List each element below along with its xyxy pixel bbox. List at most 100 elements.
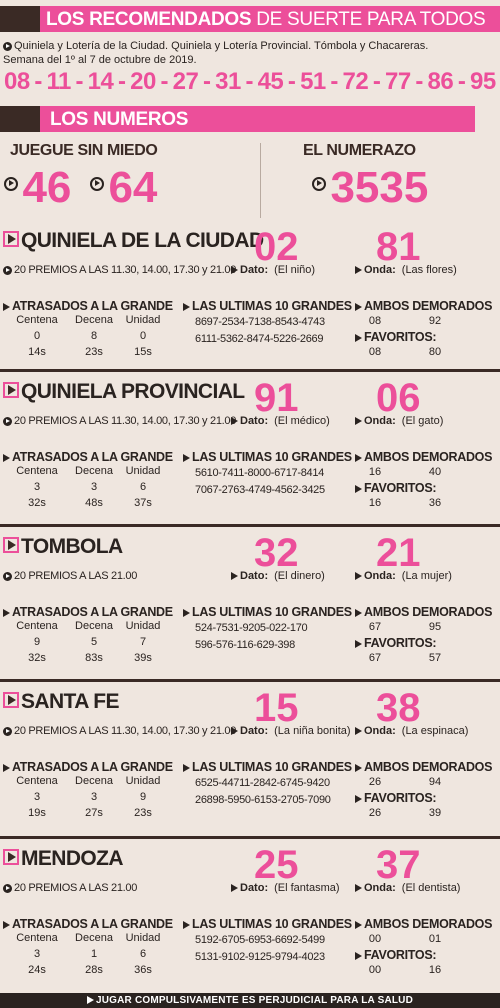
onda-text: (La mujer) — [401, 570, 452, 582]
atrasados-value: 3 — [90, 791, 98, 803]
onda-number: 38 — [376, 686, 421, 730]
triangle-icon — [231, 884, 238, 893]
dato-number: 32 — [254, 531, 299, 575]
onda-label: Onda: — [364, 415, 396, 427]
section-title-text: SANTA FE — [21, 690, 119, 713]
premios-line: 20 PREMIOS A LAS 21.00 — [3, 570, 137, 582]
atrasados-label: ATRASADOS A LA GRANDE — [12, 450, 173, 464]
play-icon — [312, 176, 326, 191]
triangle-icon — [3, 302, 10, 311]
ultimas-label: LAS ULTIMAS 10 GRANDES — [192, 299, 352, 313]
ultimas-heading: LAS ULTIMAS 10 GRANDES — [183, 760, 352, 774]
triangle-icon — [183, 453, 190, 462]
ultimas-label: LAS ULTIMAS 10 GRANDES — [192, 450, 352, 464]
banner-tab — [0, 6, 40, 32]
lucky-number: 08 — [4, 68, 30, 95]
ultimas-row: 8697-2534-7138-8543-4743 — [195, 316, 325, 328]
atrasados-s: 23s — [85, 346, 103, 358]
onda-number: 81 — [376, 225, 421, 269]
lucky-number: 77 — [385, 68, 411, 95]
atrasados-col-decena: Decena — [75, 775, 113, 787]
lucky-separator: - — [160, 68, 168, 95]
ambos-label: AMBOS DEMORADOS — [364, 299, 493, 313]
ultimas-row: 5610-7411-8000-6717-8414 — [195, 467, 324, 479]
ultimas-row: 596-576-116-629-398 — [195, 639, 295, 651]
triangle-icon — [183, 608, 190, 617]
atrasados-value: 3 — [33, 948, 41, 960]
onda-text: (La espinaca) — [401, 725, 469, 737]
dato-text: (El dinero) — [274, 570, 325, 582]
footer-warning: JUGAR COMPULSIVAMENTE ES PERJUDICIAL PAR… — [0, 993, 500, 1008]
vertical-divider — [260, 143, 261, 218]
triangle-icon — [231, 266, 238, 275]
favoritos-value: 00 — [368, 964, 382, 976]
ultimas-row: 7067-2763-4749-4562-3425 — [195, 484, 325, 496]
onda-label: Onda: — [364, 725, 396, 737]
favoritos-label: FAVORITOS: — [364, 330, 437, 344]
favoritos-value: 16 — [428, 964, 442, 976]
footer-text: JUGAR COMPULSIVAMENTE ES PERJUDICIAL PAR… — [95, 995, 414, 1006]
play-square-icon — [3, 692, 19, 709]
atrasados-s: 83s — [85, 652, 103, 664]
atrasados-col-centena: Centena — [16, 314, 58, 326]
ambos-label: AMBOS DEMORADOS — [364, 450, 493, 464]
ultimas-label: LAS ULTIMAS 10 GRANDES — [192, 917, 352, 931]
onda-label: Onda: — [364, 570, 396, 582]
ambos-heading: AMBOS DEMORADOS — [355, 450, 492, 464]
atrasados-s: 37s — [134, 497, 152, 509]
dato-line: Dato: (La niña bonita) — [231, 725, 351, 737]
ultimas-heading: LAS ULTIMAS 10 GRANDES — [183, 605, 352, 619]
atrasados-col-decena: Decena — [75, 932, 113, 944]
atrasados-col-centena: Centena — [16, 932, 58, 944]
lucky-number: 95 — [470, 68, 496, 95]
triangle-icon — [355, 333, 362, 342]
lucky-separator: - — [245, 68, 253, 95]
ultimas-heading: LAS ULTIMAS 10 GRANDES — [183, 450, 352, 464]
premios-line: 20 PREMIOS A LAS 21.00 — [3, 882, 137, 894]
ultimas-label: LAS ULTIMAS 10 GRANDES — [192, 605, 352, 619]
atrasados-value: 3 — [33, 791, 41, 803]
triangle-icon — [355, 727, 362, 736]
atrasados-s: 24s — [28, 964, 46, 976]
header-desc-line1: Quiniela y Lotería de la Ciudad. Quiniel… — [3, 40, 428, 52]
dato-line: Dato: (El niño) — [231, 264, 315, 276]
lucky-number: 45 — [257, 68, 284, 95]
dato-text: (La niña bonita) — [274, 725, 351, 737]
section-divider — [0, 524, 500, 527]
onda-text: (El gato) — [401, 415, 444, 427]
dato-label: Dato: — [240, 882, 269, 894]
ambos-heading: AMBOS DEMORADOS — [355, 299, 492, 313]
atrasados-value: 1 — [90, 948, 98, 960]
numerazo-label: EL NUMERAZO — [303, 142, 416, 159]
lucky-number: 11 — [46, 68, 71, 95]
numerazo-value: 3535 — [330, 163, 429, 212]
header-desc-line2: Semana del 1º al 7 de octubre de 2019. — [3, 54, 197, 66]
onda-line: Onda: (El gato) — [355, 415, 443, 427]
ultimas-row: 5192-6705-6953-6692-5499 — [195, 934, 325, 946]
lucky-separator: - — [75, 68, 84, 95]
section-title-text: TOMBOLA — [21, 535, 123, 558]
triangle-icon — [231, 572, 238, 581]
juegue-label: JUEGUE SIN MIEDO — [10, 142, 158, 159]
section-title-text: MENDOZA — [21, 847, 124, 870]
triangle-icon — [355, 608, 362, 617]
triangle-icon — [355, 951, 362, 960]
play-icon — [3, 571, 12, 581]
dato-line: Dato: (El dinero) — [231, 570, 325, 582]
play-icon — [90, 176, 104, 191]
header-title-bold: LOS RECOMENDADOS — [46, 9, 252, 30]
numeros-title: LOS NUMEROS — [50, 109, 189, 130]
onda-line: Onda: (La espinaca) — [355, 725, 468, 737]
triangle-icon — [355, 763, 362, 772]
favoritos-value: 39 — [428, 807, 442, 819]
atrasados-col-centena: Centena — [16, 620, 58, 632]
lucky-number: 72 — [342, 68, 369, 95]
play-square-icon — [3, 231, 19, 248]
triangle-icon — [231, 727, 238, 736]
favoritos-value: 26 — [368, 807, 382, 819]
juegue-number-1: 46 — [4, 166, 71, 210]
atrasados-heading: ATRASADOS A LA GRANDE — [3, 605, 173, 619]
atrasados-col-unidad: Unidad — [125, 314, 161, 326]
triangle-icon — [3, 608, 10, 617]
ambos-label: AMBOS DEMORADOS — [364, 917, 493, 931]
